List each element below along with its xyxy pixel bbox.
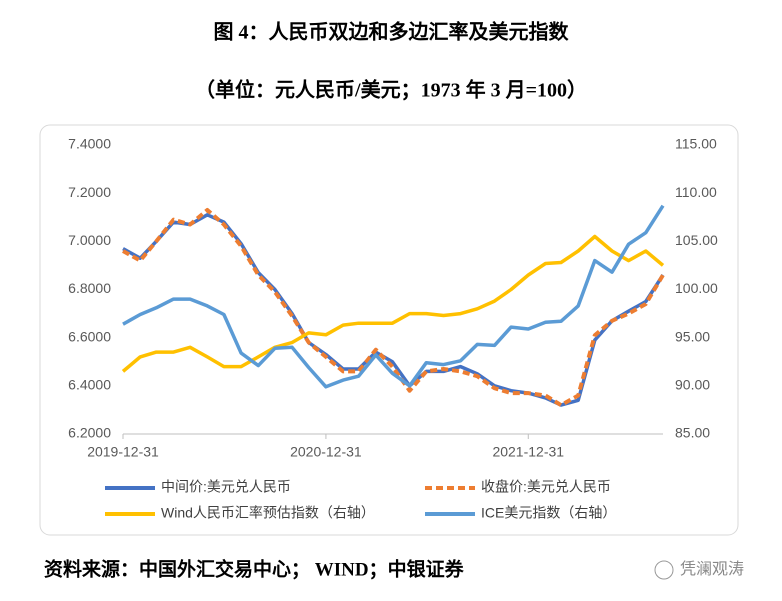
watermark: 凭澜观涛 bbox=[680, 560, 744, 578]
series-line bbox=[121, 234, 665, 373]
x-tick-label: 2020-12-31 bbox=[290, 444, 362, 460]
series-line bbox=[122, 208, 665, 408]
y-tick-label: 7.4000 bbox=[68, 136, 111, 152]
legend-label: 中间价:美元兑人民币 bbox=[161, 479, 291, 495]
x-tick-label: 2019-12-31 bbox=[87, 444, 159, 460]
series-line bbox=[122, 204, 665, 389]
y-tick-label: 6.6000 bbox=[68, 328, 111, 344]
chart-subtitle: （单位：元人民币/美元；1973 年 3 月=100） bbox=[195, 78, 587, 102]
y2-tick-label: 115.00 bbox=[675, 136, 717, 152]
source: 资料来源：中国外汇交易中心； WIND；中银证券 bbox=[44, 557, 465, 580]
chart-frame bbox=[39, 124, 739, 536]
y-tick-label: 6.4000 bbox=[68, 377, 111, 393]
legend-label: 收盘价:美元兑人民币 bbox=[481, 479, 611, 495]
y2-tick-label: 110.00 bbox=[675, 184, 717, 200]
y2-tick-label: 85.00 bbox=[675, 425, 710, 441]
legend-label: Wind人民币汇率预估指数（右轴） bbox=[161, 505, 375, 521]
y2-tick-label: 100.00 bbox=[675, 280, 718, 296]
y-tick-label: 7.0000 bbox=[68, 232, 111, 248]
y2-tick-label: 95.00 bbox=[675, 328, 710, 344]
y-tick-label: 6.2000 bbox=[68, 425, 111, 441]
y-tick-label: 6.8000 bbox=[68, 280, 111, 296]
watermark-icon bbox=[654, 560, 674, 580]
y2-tick-label: 105.00 bbox=[675, 232, 718, 248]
y2-tick-label: 90.00 bbox=[675, 377, 710, 393]
legend-label: ICE美元指数（右轴） bbox=[481, 505, 616, 521]
chart-title: 图 4：人民币双边和多边汇率及美元指数 bbox=[214, 20, 570, 44]
y-tick-label: 7.2000 bbox=[68, 184, 111, 200]
x-tick-label: 2021-12-31 bbox=[492, 444, 564, 460]
